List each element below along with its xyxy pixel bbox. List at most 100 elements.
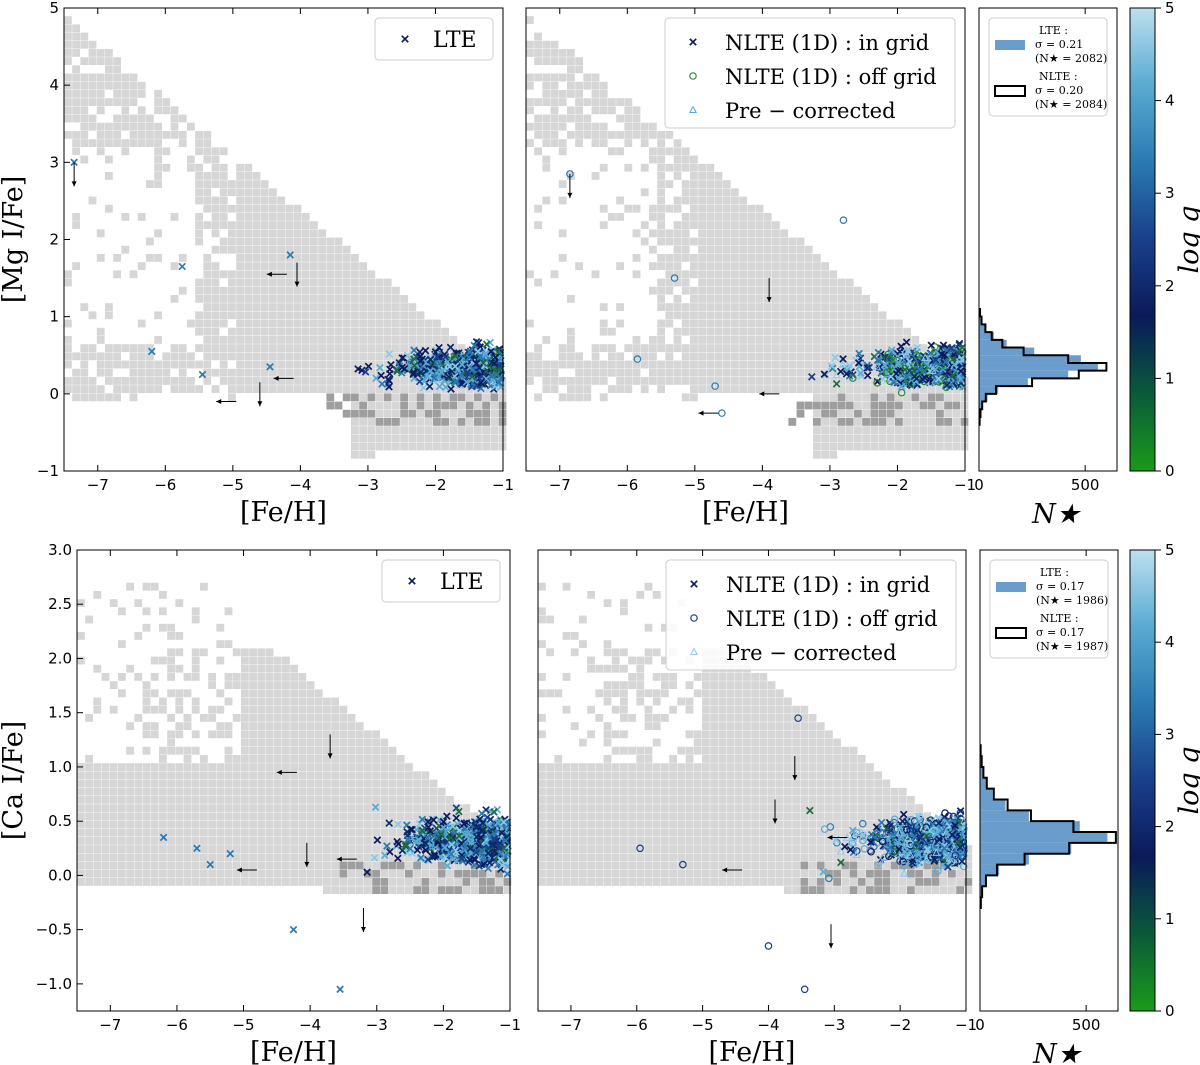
grid-cell <box>882 779 891 788</box>
grid-cell <box>293 368 302 377</box>
grid-cell <box>821 303 829 311</box>
grid-cell <box>739 327 747 336</box>
grid-cell <box>825 886 833 894</box>
grid-cell <box>722 303 731 311</box>
grid-cell <box>380 779 389 788</box>
grid-cell <box>698 286 706 295</box>
grid-cell <box>657 377 665 385</box>
grid-cell <box>685 853 694 862</box>
grid-cell <box>644 623 653 632</box>
grid-cell <box>952 434 961 443</box>
grid-cell <box>706 172 715 180</box>
grid-cell <box>567 172 575 180</box>
grid-cell <box>72 24 80 33</box>
grid-cell <box>587 730 595 739</box>
grid-cell <box>890 804 899 812</box>
grid-cell <box>150 820 159 829</box>
grid-cell <box>816 771 825 780</box>
grid-cell <box>159 820 167 829</box>
grid-cell <box>739 245 747 254</box>
grid-cell <box>673 270 682 279</box>
grid-cell <box>784 861 792 870</box>
x-marker <box>426 367 435 375</box>
grid-cell <box>526 270 534 279</box>
grid-cell <box>734 861 743 870</box>
grid-cell <box>702 755 710 763</box>
grid-cell <box>137 385 146 393</box>
grid-cell <box>367 286 376 295</box>
grid-cell <box>265 771 274 780</box>
grid-cell <box>677 812 686 821</box>
grid-cell <box>690 237 698 246</box>
grid-cell <box>690 204 698 213</box>
grid-cell <box>249 820 257 829</box>
grid-cell <box>134 804 143 812</box>
grid-cell <box>813 303 821 311</box>
grid-cell <box>88 377 97 385</box>
grid-cell <box>260 385 269 393</box>
grid-cell <box>874 886 882 894</box>
grid-cell <box>474 393 482 402</box>
grid-cell <box>85 878 93 886</box>
grid-cell <box>579 771 587 780</box>
grid-cell <box>833 755 841 763</box>
grid-cell <box>763 336 772 344</box>
grid-cell <box>854 409 862 418</box>
grid-cell <box>236 377 244 385</box>
grid-cell <box>96 336 105 344</box>
grid-cell <box>441 434 449 443</box>
grid-cell <box>734 845 743 853</box>
grid-cell <box>388 878 397 886</box>
grid-cell <box>722 352 731 361</box>
grid-cell <box>714 344 723 352</box>
grid-cell <box>441 344 449 352</box>
grid-cell <box>269 336 277 344</box>
grid-cell <box>567 295 575 303</box>
grid-cell <box>105 360 113 369</box>
grid-cell <box>273 812 282 821</box>
grid-cell <box>195 180 203 188</box>
grid-cell <box>203 319 212 328</box>
grid-cell <box>813 450 821 459</box>
grid-cell <box>636 820 645 829</box>
grid-cell <box>265 673 274 681</box>
grid-cell <box>611 730 620 739</box>
grid-cell <box>219 352 228 361</box>
grid-cell <box>657 163 665 172</box>
grid-cell <box>200 861 208 870</box>
grid-cell <box>323 837 331 845</box>
grid-cell <box>191 697 200 706</box>
grid-cell <box>421 779 430 788</box>
grid-cell <box>936 426 944 434</box>
grid-cell <box>685 845 694 853</box>
grid-cell <box>260 286 269 295</box>
grid-cell <box>175 705 184 714</box>
x-marker <box>463 369 471 377</box>
grid-cell <box>290 755 298 763</box>
grid-cell <box>595 828 604 837</box>
grid-cell <box>433 336 441 344</box>
grid-cell <box>429 804 438 812</box>
grid-cell <box>93 878 102 886</box>
grid-cell <box>72 49 80 57</box>
grid-cell <box>118 828 126 837</box>
grid-cell <box>599 98 608 106</box>
x-marker <box>421 346 430 355</box>
grid-cell <box>359 385 367 393</box>
grid-cell <box>804 385 813 393</box>
grid-cell <box>121 344 130 352</box>
grid-cell <box>919 385 928 393</box>
grid-cell <box>661 861 669 870</box>
grid-cell <box>575 262 583 270</box>
grid-cell <box>624 139 633 147</box>
grid-cell <box>260 180 269 188</box>
grid-cell <box>219 213 228 221</box>
grid-cell <box>726 812 735 821</box>
grid-cell <box>260 319 269 328</box>
grid-cell <box>400 319 408 328</box>
grid-cell <box>862 352 870 361</box>
grid-cell <box>301 360 310 369</box>
grid-cell <box>845 319 854 328</box>
grid-cell <box>323 738 331 747</box>
grid-cell <box>898 796 907 804</box>
